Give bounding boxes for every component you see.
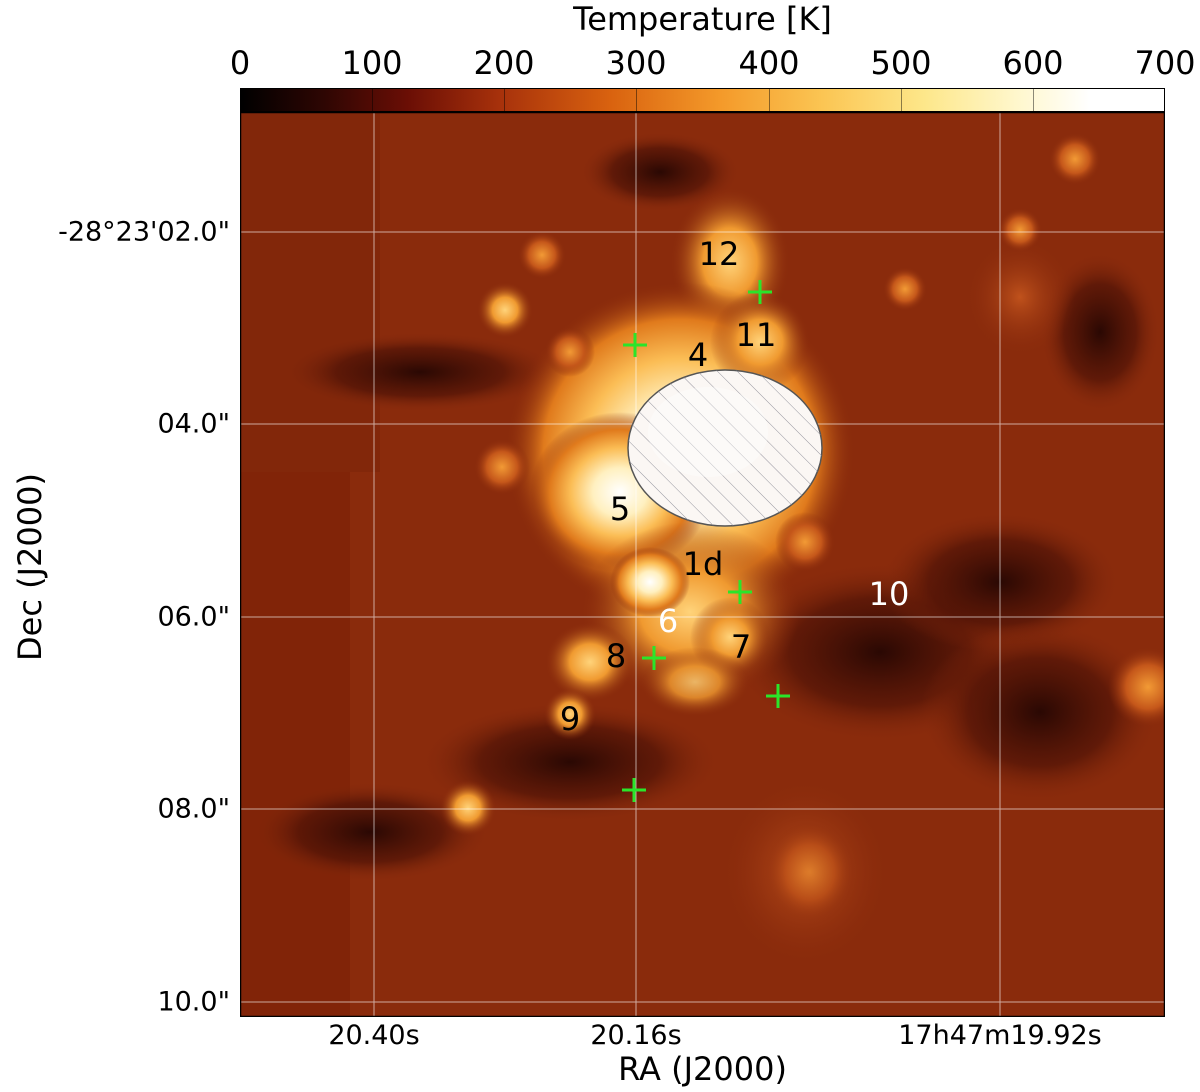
plus-marker <box>642 646 666 670</box>
x-tick-label: 20.40s <box>328 1020 420 1051</box>
colorbar-tick: 400 <box>738 44 800 82</box>
source-label: 6 <box>658 602 678 640</box>
hot-spot <box>610 547 690 617</box>
source-label: 10 <box>869 575 910 613</box>
source-label: 4 <box>688 336 708 374</box>
plus-marker <box>728 580 752 604</box>
colorbar-tick: 600 <box>1002 44 1064 82</box>
colorbar-tick: 300 <box>605 44 667 82</box>
hot-spot <box>545 327 595 377</box>
colorbar-tickmark <box>636 88 637 112</box>
colorbar-tickmark <box>504 88 505 112</box>
source-label: 12 <box>699 235 740 273</box>
dark-region <box>420 702 720 822</box>
compact-source <box>544 688 596 740</box>
compact-source <box>474 439 530 495</box>
temperature-map: 12 11 4 5 1d 6 7 8 9 10 <box>240 112 1165 1017</box>
colorbar-tickmark <box>901 88 902 112</box>
map-frame <box>240 112 1165 1017</box>
source-label: 5 <box>610 490 630 528</box>
masked-region-hatch <box>628 370 822 526</box>
dark-region <box>580 132 740 212</box>
colorbar <box>240 88 1165 112</box>
dark-region <box>280 332 560 412</box>
source-labels: 12 11 4 5 1d 6 7 8 9 10 <box>560 235 910 738</box>
warm-cloud <box>965 237 1075 357</box>
warm-cloud <box>765 822 855 922</box>
y-tick-label: 10.0" <box>157 986 230 1018</box>
dark-region <box>920 622 1160 802</box>
colorbar-title: Temperature [K] <box>573 0 832 38</box>
y-tick-label: 04.0" <box>157 408 230 440</box>
map-region <box>240 112 380 472</box>
hot-spot <box>775 512 835 572</box>
x-tick-label: 17h47m19.92s <box>898 1020 1102 1051</box>
compact-source <box>1049 133 1101 185</box>
map-region <box>240 472 350 1017</box>
source-label: 1d <box>683 545 724 583</box>
x-axis-label: RA (J2000) <box>618 1050 787 1088</box>
hot-spot <box>710 292 810 392</box>
compact-source <box>440 780 496 836</box>
hot-spot <box>640 647 750 717</box>
source-label: 7 <box>731 628 751 666</box>
plus-marker <box>623 333 647 357</box>
compact-source <box>998 208 1042 252</box>
hot-spot <box>545 622 635 702</box>
colorbar-tick: 0 <box>229 44 251 82</box>
source-markers <box>622 280 790 802</box>
colorbar-tick: 500 <box>870 44 932 82</box>
compact-source <box>518 231 566 279</box>
masked-region-highlight <box>648 387 768 477</box>
colorbar-tick: 200 <box>473 44 535 82</box>
source-label: 8 <box>606 637 626 675</box>
y-axis-label: Dec (J2000) <box>11 473 49 661</box>
source-label: 11 <box>736 316 777 354</box>
dark-region <box>250 782 490 882</box>
colorbar-tick: 700 <box>1134 44 1196 82</box>
compact-source <box>1108 647 1165 727</box>
colorbar-tick: 100 <box>341 44 403 82</box>
plus-marker <box>622 778 646 802</box>
y-tick-label: 08.0" <box>157 793 230 825</box>
colorbar-tickmark <box>1033 88 1034 112</box>
source-label: 9 <box>560 700 580 738</box>
y-tick-label: -28°23'02.0" <box>58 216 230 248</box>
compact-source <box>477 282 533 338</box>
compact-source <box>883 267 927 311</box>
colorbar-tickmark <box>769 88 770 112</box>
y-tick-label: 06.0" <box>157 601 230 633</box>
plus-marker <box>766 684 790 708</box>
x-tick-label: 20.16s <box>590 1020 682 1051</box>
colorbar-tickmark <box>372 88 373 112</box>
plus-marker <box>748 280 772 304</box>
